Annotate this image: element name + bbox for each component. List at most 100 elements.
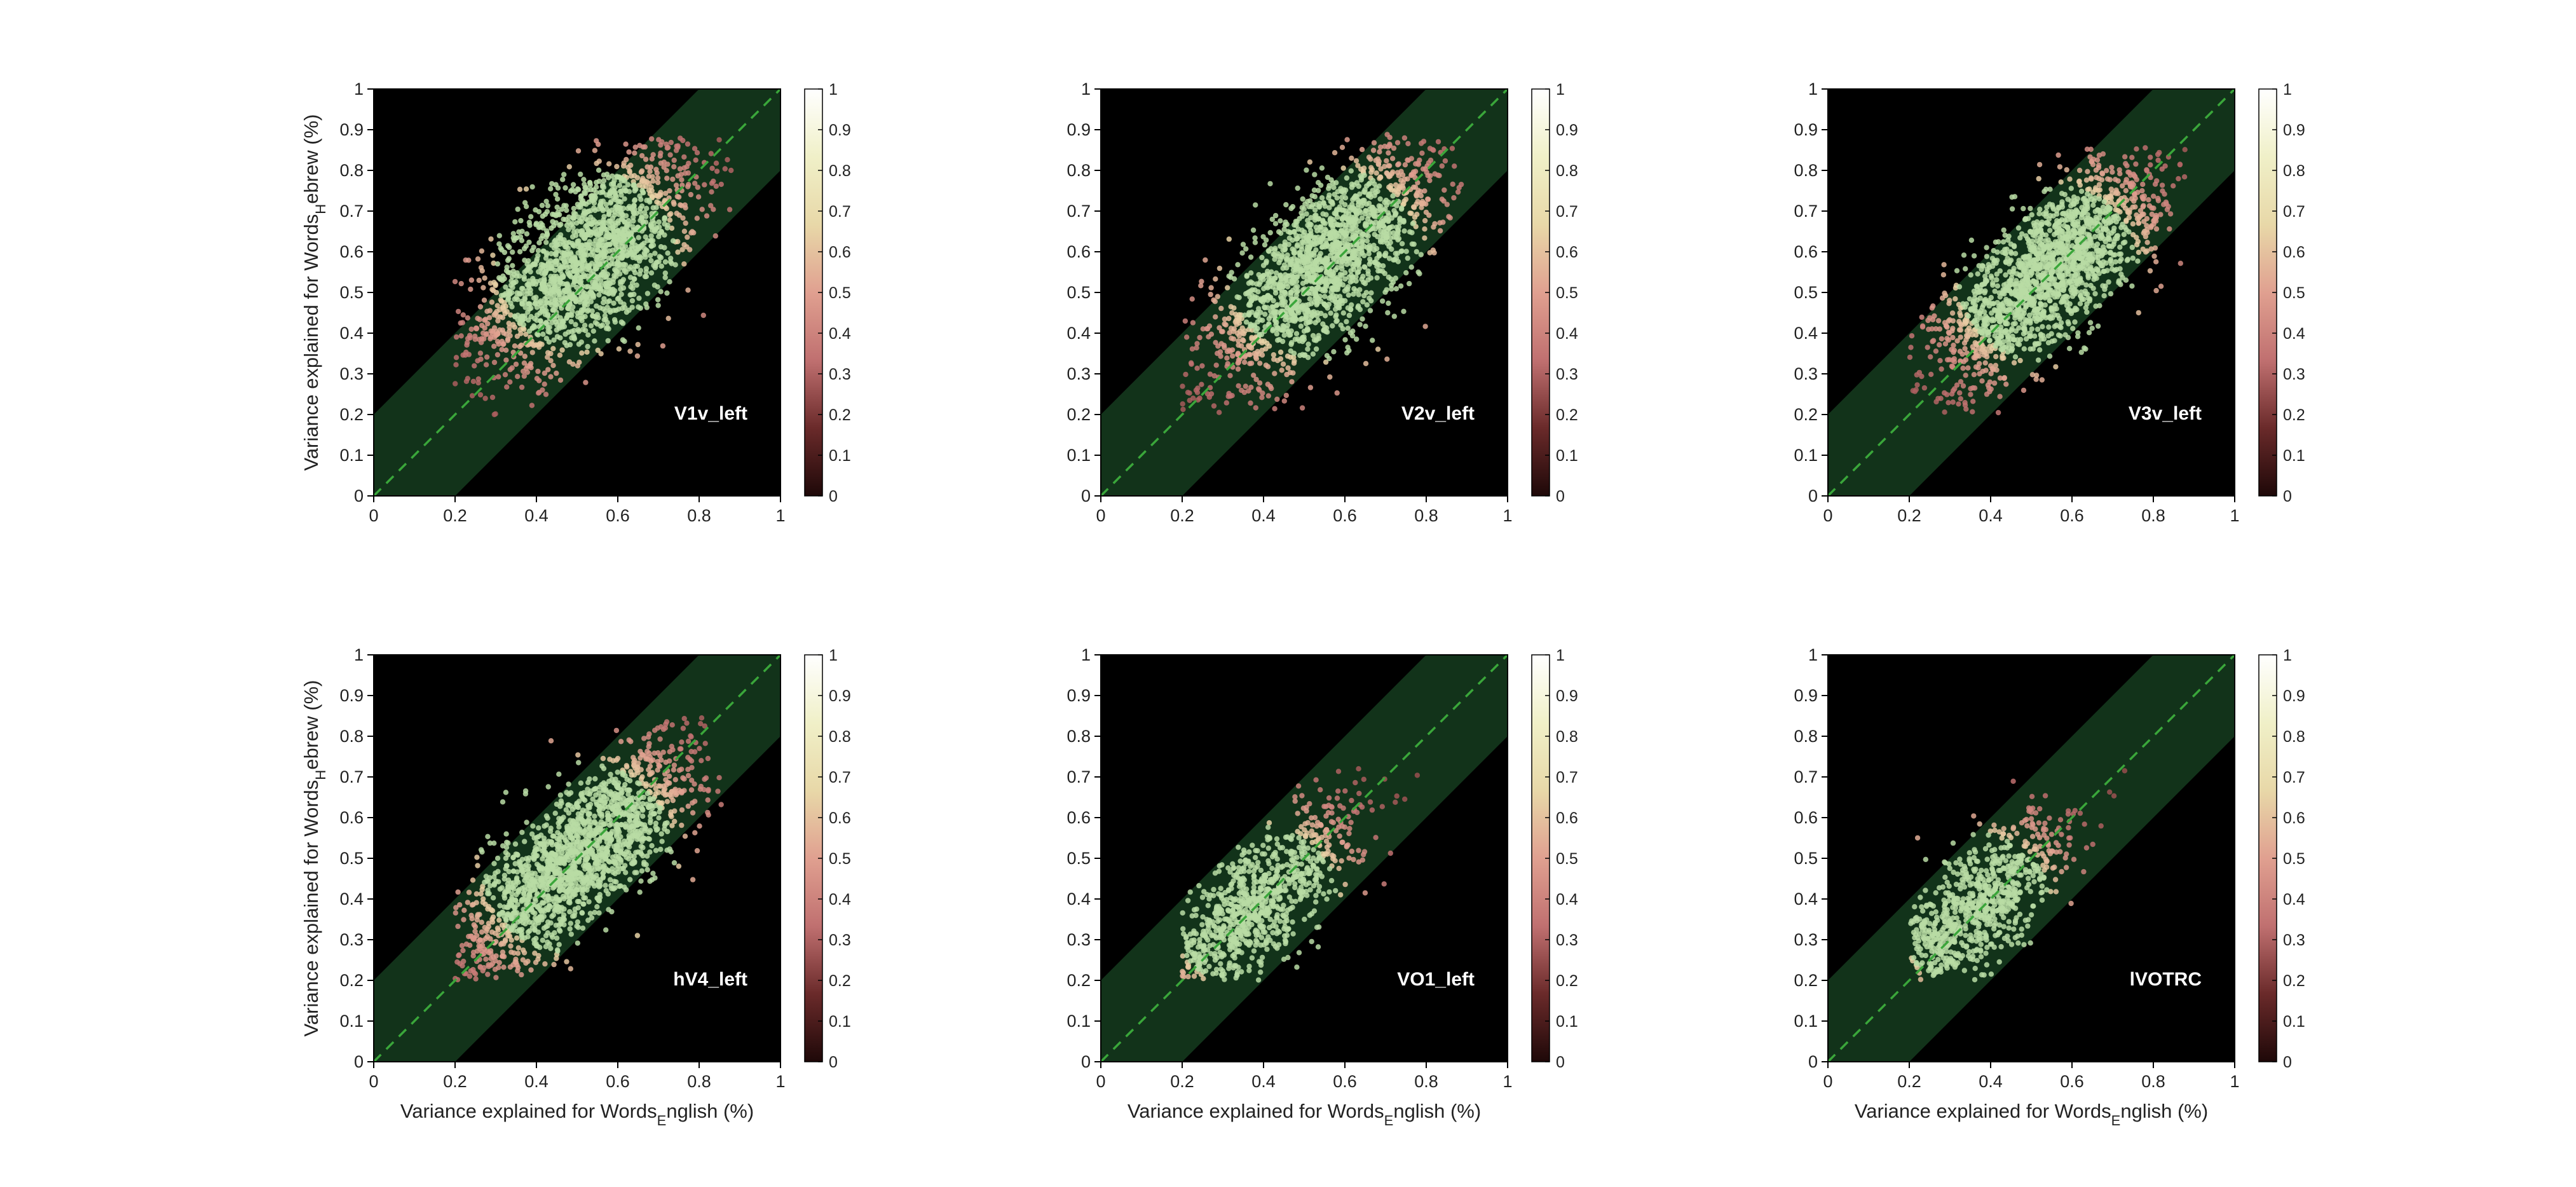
scatter-point xyxy=(1187,390,1192,396)
scatter-point xyxy=(1247,352,1253,357)
scatter-point xyxy=(1940,272,1947,278)
scatter-point xyxy=(681,154,687,160)
scatter-point xyxy=(1913,387,1919,393)
scatter-point xyxy=(1962,400,1968,406)
scatter-point xyxy=(1288,205,1294,211)
scatter-point xyxy=(2001,227,2007,233)
scatter-point xyxy=(540,331,546,337)
scatter-point xyxy=(1407,229,1413,235)
scatter-point xyxy=(2027,205,2033,212)
scatter-point xyxy=(1344,137,1350,142)
scatter-point xyxy=(2040,324,2045,329)
scatter-point xyxy=(664,168,670,174)
scatter-point xyxy=(1398,283,1404,289)
scatter-point xyxy=(475,376,481,382)
scatter-point xyxy=(1415,269,1421,275)
scatter-point xyxy=(644,291,651,296)
scatter-point xyxy=(665,315,671,321)
scatter-point xyxy=(1987,338,1993,343)
scatter-point xyxy=(2097,235,2104,241)
scatter-point xyxy=(1335,234,1342,240)
scatter-point xyxy=(1238,387,1244,394)
scatter-point xyxy=(1956,284,1963,290)
scatter-point xyxy=(1397,220,1403,226)
scatter-point xyxy=(552,268,558,273)
scatter-point xyxy=(1361,189,1367,195)
scatter-point xyxy=(1229,347,1236,353)
scatter-point xyxy=(1960,383,1966,389)
x-tick-label: 0.8 xyxy=(1414,506,1438,525)
panel-label: V1v_left xyxy=(674,403,747,424)
scatter-point xyxy=(513,278,519,285)
scatter-point xyxy=(1326,205,1332,210)
scatter-point xyxy=(2055,152,2061,158)
scatter-point xyxy=(2136,249,2142,256)
scatter-point xyxy=(594,179,599,186)
scatter-point xyxy=(1269,216,1276,223)
scatter-point xyxy=(603,202,609,207)
scatter-point xyxy=(453,355,460,360)
scatter-point xyxy=(2158,212,2164,217)
scatter-point xyxy=(1353,158,1360,164)
scatter-point xyxy=(1997,375,2003,381)
scatter-point xyxy=(523,243,529,249)
scatter-point xyxy=(499,338,505,345)
scatter-point xyxy=(1377,149,1382,154)
scatter-point xyxy=(486,315,493,320)
scatter-point xyxy=(2012,250,2019,256)
scatter-point xyxy=(2177,161,2183,168)
scatter-point xyxy=(1267,181,1273,187)
x-tick-label: 0.6 xyxy=(606,506,630,525)
scatter-point xyxy=(2036,341,2042,346)
scatter-point xyxy=(718,181,725,188)
scatter-point xyxy=(494,261,501,267)
scatter-point xyxy=(2130,255,2136,261)
scatter-point xyxy=(1231,326,1237,332)
scatter-point xyxy=(1382,289,1388,295)
scatter-point xyxy=(2076,231,2083,237)
scatter-point xyxy=(1995,409,2001,416)
scatter-point xyxy=(620,337,626,343)
scatter-point xyxy=(652,250,658,256)
scatter-point xyxy=(491,325,498,331)
scatter-point xyxy=(1229,270,1234,275)
scatter-point xyxy=(590,328,596,334)
scatter-point xyxy=(604,192,610,198)
scatter-point xyxy=(2177,261,2183,266)
scatter-point xyxy=(1411,204,1417,210)
scatter-point xyxy=(503,357,509,363)
scatter-point xyxy=(1188,360,1194,366)
scatter-point xyxy=(581,177,587,182)
scatter-point xyxy=(2109,169,2115,175)
scatter-point xyxy=(474,326,480,331)
scatter-point xyxy=(1944,392,1950,397)
x-tick-label: 0.8 xyxy=(687,506,711,525)
scatter-point xyxy=(1361,264,1367,270)
scatter-point xyxy=(1307,159,1313,165)
scatter-point xyxy=(1449,146,1455,151)
scatter-point xyxy=(2086,330,2092,336)
scatter-point xyxy=(1312,207,1318,213)
scatter-point xyxy=(1377,239,1384,245)
scatter-point xyxy=(708,203,714,209)
scatter-point xyxy=(1213,314,1218,320)
scatter-point xyxy=(2084,301,2090,307)
scatter-point xyxy=(648,252,653,259)
scatter-point xyxy=(1390,193,1396,199)
y-tick-label: 0.5 xyxy=(339,283,364,302)
scatter-point xyxy=(1305,341,1311,347)
scatter-point xyxy=(575,327,581,333)
scatter-point xyxy=(2053,364,2059,370)
scatter-point xyxy=(452,278,458,285)
scatter-point xyxy=(1195,385,1201,391)
scatter-point xyxy=(1407,280,1412,287)
y-tick-label: 0.6 xyxy=(1067,242,1091,261)
scatter-point xyxy=(509,365,515,371)
colorbar-tick-label: 0.2 xyxy=(829,406,851,424)
scatter-point xyxy=(629,173,634,179)
scatter-point xyxy=(1236,383,1241,389)
scatter-point xyxy=(585,284,591,289)
scatter-point xyxy=(641,250,647,256)
scatter-point xyxy=(2117,171,2123,177)
